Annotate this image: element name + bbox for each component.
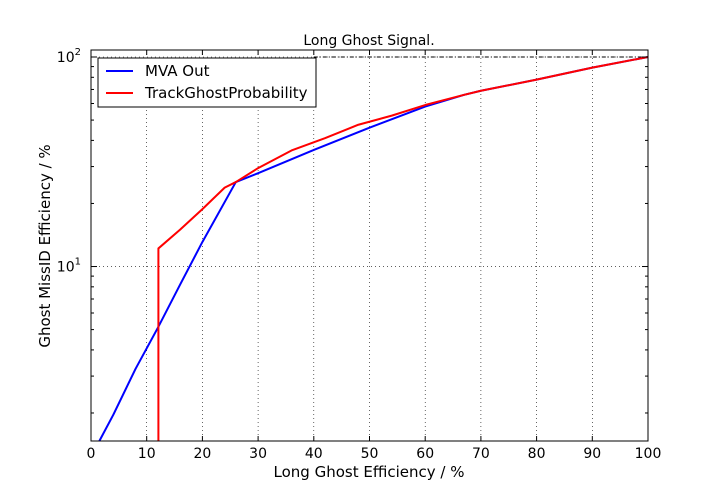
legend-box	[97, 57, 317, 108]
legend-label-mva-out: MVA Out	[145, 62, 210, 80]
chart-title: Long Ghost Signal.	[303, 33, 434, 49]
legend-label-track-ghost-probability: TrackGhostProbability	[144, 84, 308, 102]
x-tick-label: 80	[528, 446, 546, 462]
y-tick-label: 101	[57, 257, 81, 276]
plot-lines	[98, 56, 649, 442]
x-tick-label: 90	[583, 446, 601, 462]
x-tick-label: 50	[361, 446, 379, 462]
legend: MVA Out TrackGhostProbability	[97, 57, 317, 108]
series-line-track-ghost-probability	[157, 56, 649, 441]
x-tick-label: 20	[193, 446, 211, 462]
tick-labels: 0 10 20 30 40 50 60 70 80 90 100 101 102	[57, 47, 662, 462]
grid	[91, 50, 648, 441]
x-tick-label: 60	[416, 446, 434, 462]
y-tick-label: 102	[57, 47, 81, 66]
x-tick-label: 30	[249, 446, 267, 462]
x-tick-label: 100	[635, 446, 662, 462]
x-tick-label: 40	[305, 446, 323, 462]
ticks	[90, 50, 649, 441]
x-axis-label: Long Ghost Efficiency / %	[274, 463, 465, 481]
x-tick-label: 10	[138, 446, 156, 462]
x-tick-label: 70	[472, 446, 490, 462]
y-axis-label: Ghost MissID Efficiency / %	[36, 144, 54, 347]
x-tick-label: 0	[87, 446, 96, 462]
